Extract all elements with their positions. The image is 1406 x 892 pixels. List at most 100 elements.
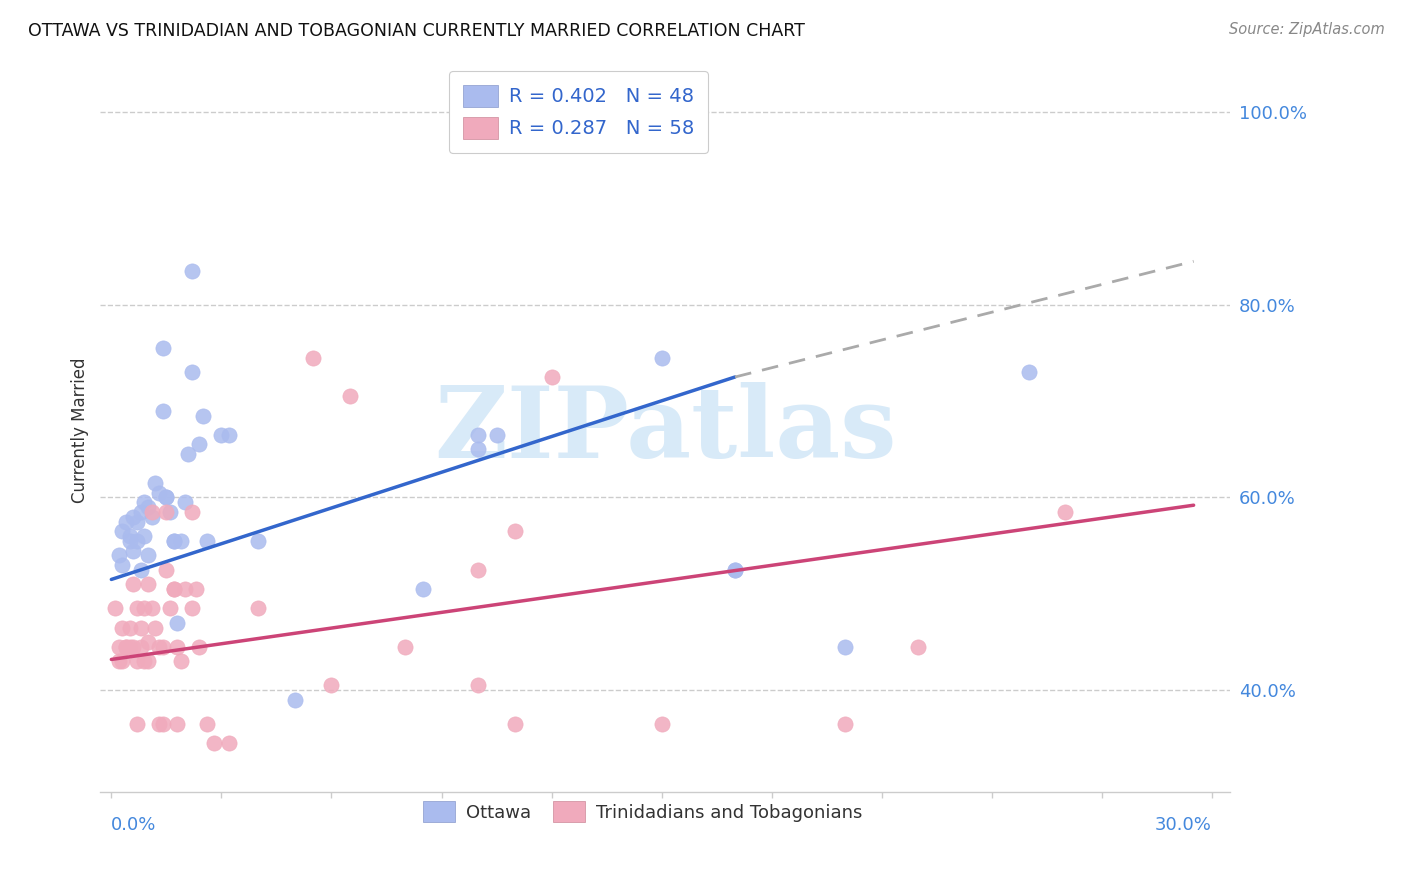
Text: Source: ZipAtlas.com: Source: ZipAtlas.com [1229,22,1385,37]
Point [141,509,163,524]
Point [104,601,127,615]
Point [111,558,134,572]
Point [467,442,489,457]
Point [125,601,148,615]
Point [503,524,526,539]
Point [148,717,170,731]
Point [166,717,188,731]
Point [115,515,138,529]
Point [152,640,174,654]
Point [145,476,167,491]
Point [195,717,218,731]
Point [152,717,174,731]
Point [107,549,129,563]
Point [218,736,240,750]
Point [134,654,156,668]
Point [155,491,177,505]
Point [155,505,177,519]
Point [152,341,174,355]
Legend: Ottawa, Trinidadians and Tobagonians: Ottawa, Trinidadians and Tobagonians [416,794,870,830]
Point [107,640,129,654]
Point [118,640,141,654]
Point [122,543,145,558]
Point [125,717,148,731]
Point [163,533,186,548]
Point [129,505,152,519]
Point [163,582,186,596]
Text: OTTAWA VS TRINIDADIAN AND TOBAGONIAN CURRENTLY MARRIED CORRELATION CHART: OTTAWA VS TRINIDADIAN AND TOBAGONIAN CUR… [28,22,806,40]
Point [177,447,200,461]
Point [467,427,489,442]
Point [540,370,562,384]
Point [136,654,159,668]
Point [173,582,195,596]
Point [145,621,167,635]
Point [125,654,148,668]
Point [159,601,181,615]
Point [834,717,856,731]
Point [218,427,240,442]
Point [202,736,225,750]
Point [122,640,145,654]
Point [136,577,159,591]
Point [155,491,177,505]
Point [118,529,141,543]
Point [247,601,270,615]
Point [1018,365,1040,379]
Point [125,515,148,529]
Point [115,640,138,654]
Point [485,427,508,442]
Point [191,409,214,423]
Point [166,615,188,630]
Point [907,640,929,654]
Point [134,495,156,509]
Point [181,365,204,379]
Point [412,582,434,596]
Point [111,654,134,668]
Point [136,549,159,563]
Point [159,505,181,519]
Point [134,601,156,615]
Point [155,563,177,577]
Point [503,717,526,731]
Point [129,640,152,654]
Point [188,640,211,654]
Point [724,563,747,577]
Text: 0.0%: 0.0% [111,815,156,834]
Point [118,533,141,548]
Point [284,693,307,707]
Point [122,577,145,591]
Point [134,529,156,543]
Point [111,621,134,635]
Point [394,640,416,654]
Point [651,351,673,365]
Point [209,427,232,442]
Point [148,485,170,500]
Point [834,640,856,654]
Point [170,533,193,548]
Point [1054,505,1077,519]
Point [321,678,343,692]
Point [724,563,747,577]
Point [467,678,489,692]
Point [163,582,186,596]
Point [152,403,174,417]
Point [184,582,207,596]
Point [129,563,152,577]
Point [107,654,129,668]
Point [111,524,134,539]
Point [118,621,141,635]
Point [141,601,163,615]
Point [170,654,193,668]
Point [122,509,145,524]
Point [181,601,204,615]
Text: 30.0%: 30.0% [1156,815,1212,834]
Point [651,717,673,731]
Y-axis label: Currently Married: Currently Married [72,358,89,503]
Point [302,351,325,365]
Point [163,533,186,548]
Point [467,563,489,577]
Point [125,533,148,548]
Point [136,500,159,515]
Point [115,640,138,654]
